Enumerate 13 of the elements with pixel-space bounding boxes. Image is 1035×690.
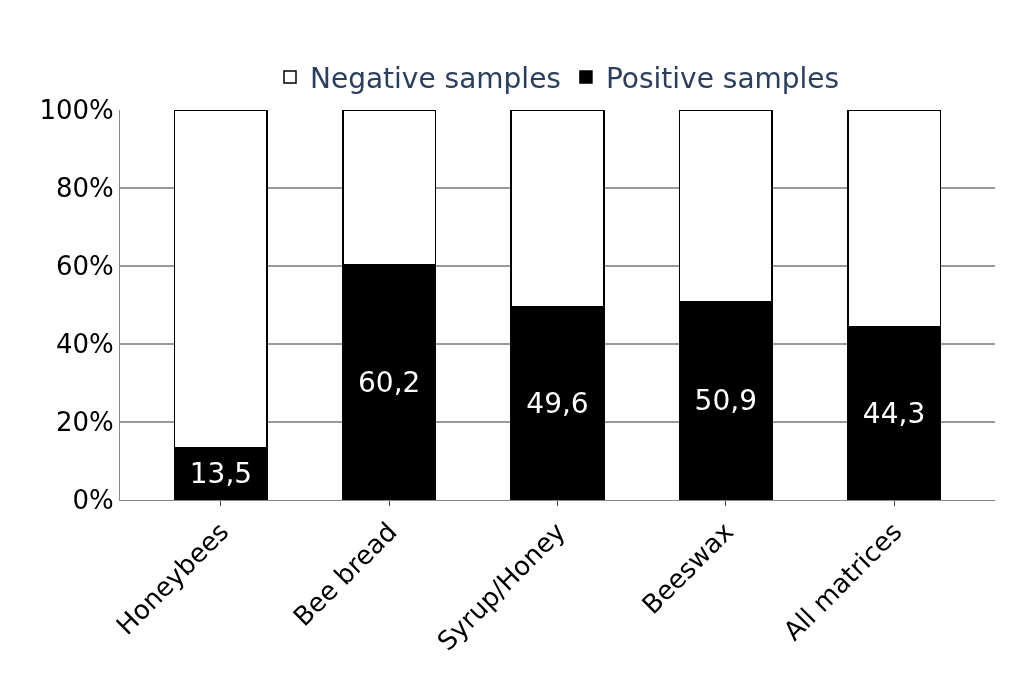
legend-label: Negative samples <box>310 61 561 95</box>
y-tick-label: 20% <box>56 407 114 438</box>
data-label: 44,3 <box>862 397 926 431</box>
y-tick-label: 60% <box>56 251 114 282</box>
y-tick-label: 80% <box>56 173 114 204</box>
legend-label: Positive samples <box>605 61 840 95</box>
y-tick-label: 100% <box>39 95 114 126</box>
data-label: 49,6 <box>526 386 589 420</box>
y-tick-label: 0% <box>72 485 114 516</box>
y-tick-label: 40% <box>56 329 114 360</box>
data-label: 50,9 <box>694 384 757 418</box>
data-label: 60,2 <box>358 366 421 400</box>
data-label: 13,5 <box>189 457 253 491</box>
